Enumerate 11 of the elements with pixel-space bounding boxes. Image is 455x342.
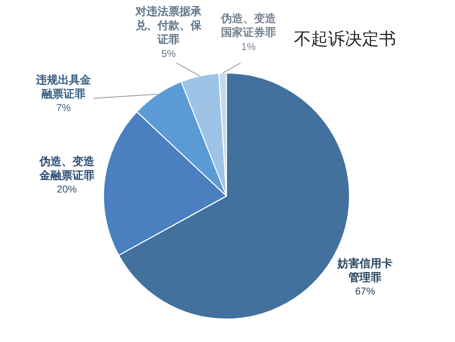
- slice-label: 伪造、变造国家证券罪: [220, 12, 277, 40]
- slice-label: 对违法票据承兑、付款、保证罪: [134, 5, 202, 46]
- text: 不起诉决定书: [294, 29, 396, 50]
- slice-label: 妨害信用卡管理罪: [336, 256, 393, 284]
- data-label: 5%: [161, 48, 176, 60]
- data-label: 1%: [241, 42, 256, 53]
- slice-label: 违规出具金融票证罪: [35, 73, 92, 100]
- data-label: 67%: [355, 286, 376, 298]
- data-label: 20%: [56, 184, 77, 196]
- data-label: 7%: [56, 103, 71, 114]
- slice-label: 伪造、变造金融票证罪: [38, 154, 96, 182]
